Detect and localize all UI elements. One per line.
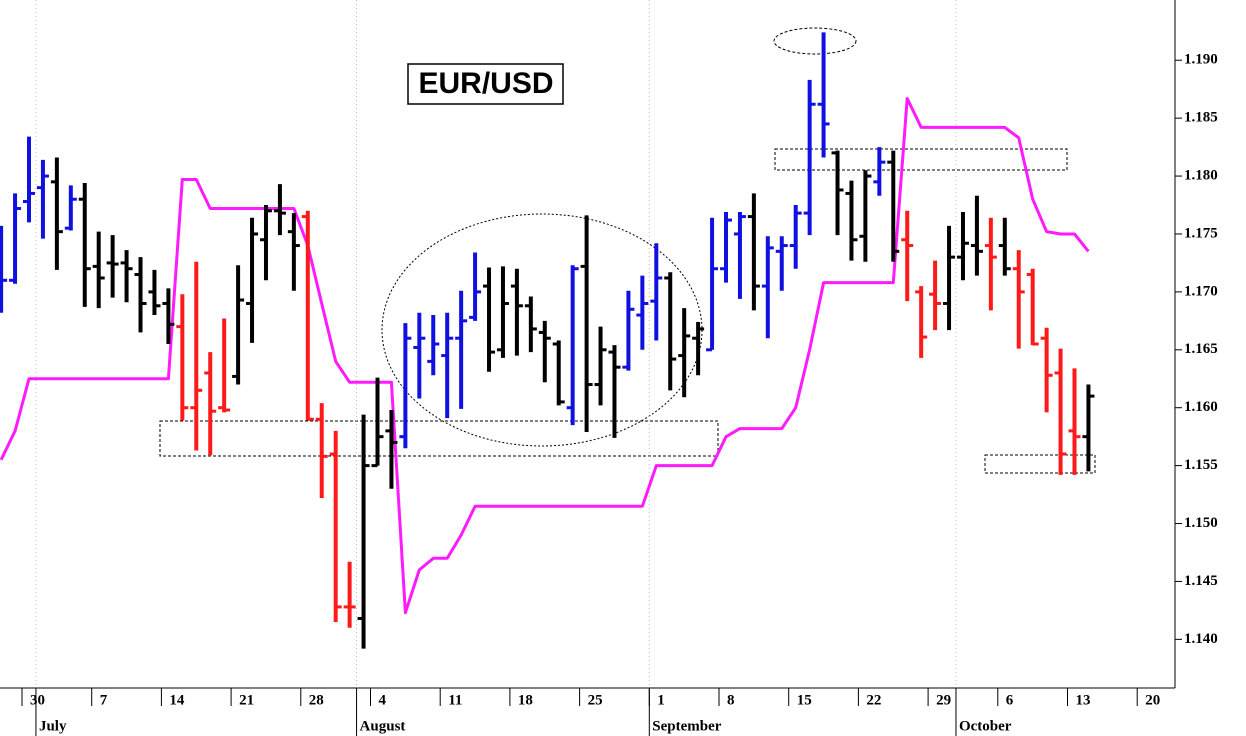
y-tick-label: 1.185 (1184, 110, 1218, 126)
y-tick-label: 1.170 (1184, 283, 1218, 299)
y-tick-label: 1.155 (1184, 457, 1218, 473)
y-tick-label: 1.150 (1184, 515, 1218, 531)
x-tick-label: 30 (30, 692, 45, 708)
x-tick-label: 13 (1076, 692, 1091, 708)
support-box (159, 420, 719, 457)
low-box (984, 454, 1096, 474)
x-tick-label: 4 (379, 692, 387, 708)
x-tick-label: 11 (448, 692, 462, 708)
y-tick-label: 1.160 (1184, 399, 1218, 415)
x-tick-label: 8 (727, 692, 735, 708)
y-tick-label: 1.190 (1184, 52, 1218, 68)
x-tick-label: 7 (100, 692, 108, 708)
x-tick-label: 28 (309, 692, 324, 708)
y-tick-label: 1.165 (1184, 341, 1218, 357)
x-tick-label: 15 (797, 692, 812, 708)
x-tick-label: 25 (588, 692, 603, 708)
chart-title: EUR/USD (418, 67, 553, 100)
y-tick-label: 1.180 (1184, 167, 1218, 183)
x-tick-label: 20 (1145, 692, 1160, 708)
x-tick-label: 6 (1006, 692, 1014, 708)
indicator-line (0, 97, 1090, 615)
x-tick-label: 1 (657, 692, 665, 708)
title-box (407, 63, 564, 105)
y-tick-label: 1.140 (1184, 631, 1218, 647)
x-tick-label: 18 (518, 692, 533, 708)
x-tick-label: 14 (169, 692, 185, 708)
x-tick-label: 29 (936, 692, 951, 708)
spike-ellipse (773, 27, 857, 55)
month-label: August (360, 718, 406, 734)
month-label: July (39, 718, 67, 734)
y-tick-label: 1.145 (1184, 573, 1218, 589)
month-label: October (959, 718, 1012, 734)
resistance-box (774, 148, 1068, 171)
x-tick-label: 21 (239, 692, 254, 708)
month-label: September (652, 718, 721, 734)
y-tick-label: 1.175 (1184, 225, 1218, 241)
x-tick-label: 22 (866, 692, 881, 708)
